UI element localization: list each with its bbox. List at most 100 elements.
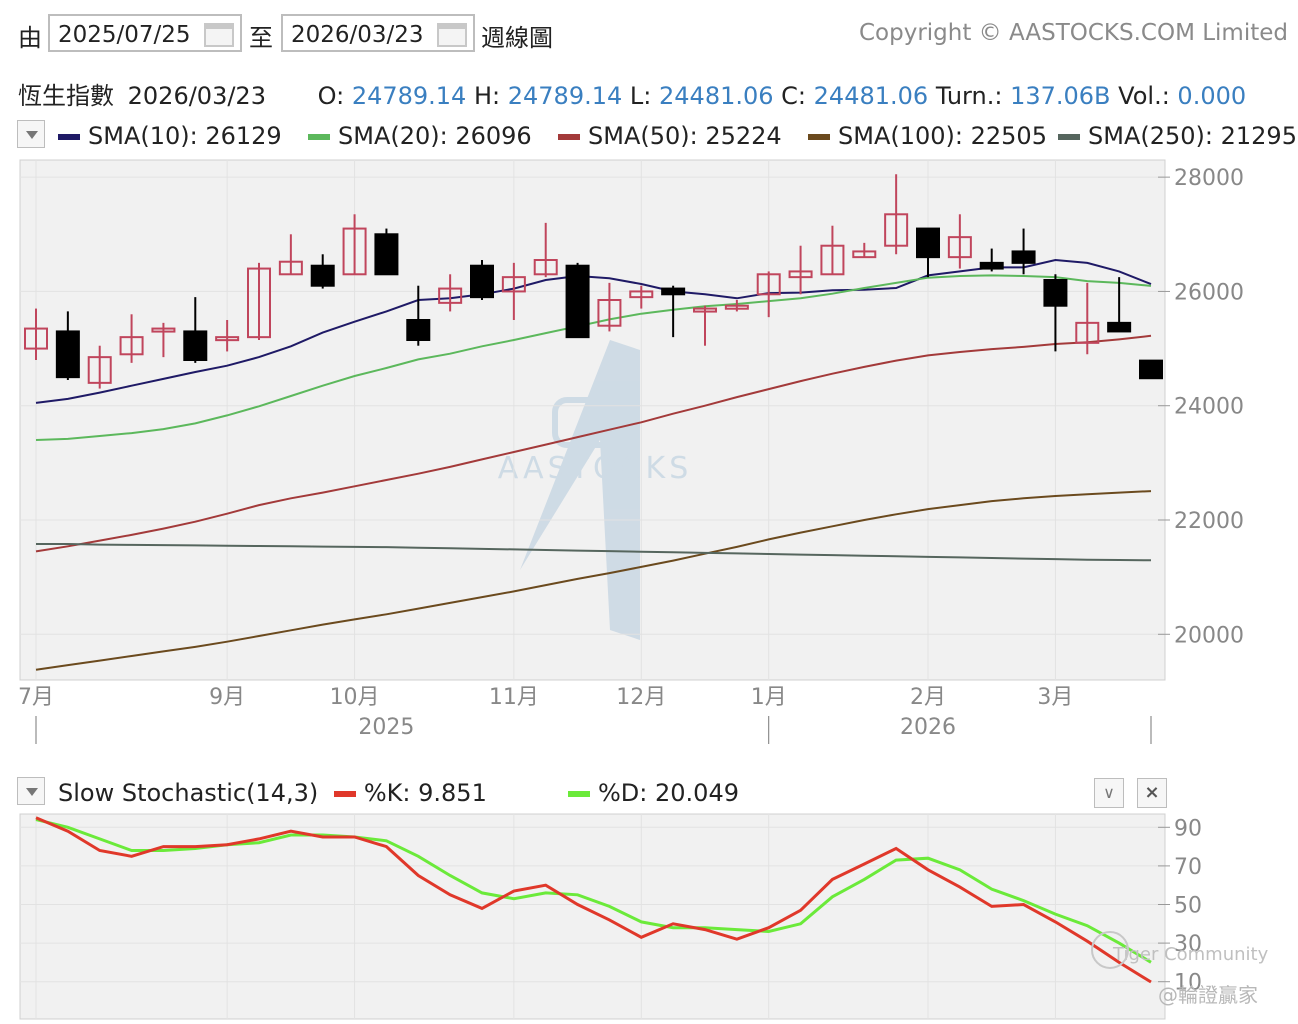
candle-body: [1139, 359, 1163, 380]
candle[interactable]: [406, 285, 431, 346]
sma-menu-dropdown[interactable]: [17, 120, 45, 148]
year-label: 2026: [900, 715, 956, 740]
low-value: 24481.06: [659, 82, 774, 110]
calendar-icon[interactable]: [437, 23, 467, 47]
stochastic-plot-area: [19, 813, 1166, 1020]
candle[interactable]: [151, 322, 176, 358]
period-label[interactable]: 週線圖: [481, 24, 553, 52]
close-icon[interactable]: ×: [1137, 778, 1167, 808]
tiger-logo-icon: [1091, 931, 1129, 969]
candle[interactable]: [1011, 228, 1036, 275]
candle[interactable]: [661, 285, 686, 338]
sma10-label: SMA(10): 26129: [88, 122, 282, 150]
candle[interactable]: [756, 271, 781, 318]
stochastic-legend: Slow Stochastic(14,3) %K: 9.851: [58, 779, 487, 807]
candle[interactable]: [438, 274, 463, 312]
handle-watermark: @輪證贏家: [1158, 983, 1258, 1007]
y-tick-label: 50: [1174, 894, 1202, 919]
sma-line-sma50: [35, 334, 1152, 553]
aastocks-watermark: AASTOCKS: [498, 340, 688, 640]
sma100-label: SMA(100): 22505: [838, 122, 1047, 150]
sma-line-sma20: [35, 274, 1152, 441]
candle-body: [916, 227, 940, 259]
candle[interactable]: [820, 225, 845, 276]
y-tick-label: 28000: [1174, 166, 1244, 191]
to-date-input[interactable]: 2026/03/23: [281, 14, 475, 52]
candle[interactable]: [565, 262, 590, 339]
sma-line-sma250: [36, 543, 1152, 562]
from-date-input[interactable]: 2025/07/25: [48, 14, 242, 52]
candle-body: [215, 336, 240, 342]
candle-body: [247, 267, 271, 339]
candle[interactable]: [24, 308, 48, 360]
candle[interactable]: [470, 260, 494, 300]
candle[interactable]: [215, 320, 240, 352]
candle[interactable]: [87, 345, 112, 389]
candle[interactable]: [1107, 277, 1132, 333]
candle[interactable]: [947, 214, 972, 269]
candle[interactable]: [342, 214, 367, 276]
candle[interactable]: [278, 234, 303, 276]
price-chart[interactable]: AASTOCKS 28000 26000 24000 22000 20000 7月 9月 10…: [0, 150, 1298, 750]
candle[interactable]: [310, 254, 335, 289]
y-tick-label: 24000: [1174, 395, 1244, 420]
high-label: H:: [473, 82, 501, 110]
candle[interactable]: [183, 297, 208, 363]
sma-legend-item: SMA(20): 26096: [308, 122, 532, 150]
year-label: 2025: [358, 715, 414, 740]
candle-body: [693, 307, 717, 313]
x-tick-label: 2月: [910, 685, 946, 710]
candle[interactable]: [247, 262, 271, 340]
candle[interactable]: [55, 311, 80, 380]
y-tick-label: 10: [1174, 971, 1202, 996]
y-tick-label: 26000: [1174, 280, 1244, 305]
candle[interactable]: [916, 227, 940, 278]
y-tick-label: 30: [1174, 932, 1202, 957]
from-date-value: 2025/07/25: [58, 22, 191, 48]
candle[interactable]: [1075, 282, 1100, 355]
calendar-icon[interactable]: [204, 23, 234, 47]
candle[interactable]: [119, 314, 144, 363]
stochastic-chart[interactable]: 90 70 50 30 10 Tiger Community @輪證贏家: [0, 812, 1298, 1024]
collapse-chevron-icon[interactable]: ∨: [1094, 778, 1124, 808]
k-swatch: [333, 791, 356, 797]
candle-body: [979, 261, 1004, 270]
candle[interactable]: [1043, 274, 1068, 352]
d-swatch: [568, 791, 590, 797]
x-tick-label: 7月: [18, 685, 54, 710]
x-tick-label: 3月: [1037, 685, 1073, 710]
candle-body: [820, 244, 845, 276]
candle[interactable]: [374, 228, 399, 276]
x-tick-label: 1月: [751, 685, 787, 710]
stochastic-menu-dropdown[interactable]: [17, 777, 45, 805]
candle[interactable]: [788, 245, 813, 295]
candle[interactable]: [629, 285, 654, 309]
sma250-label: SMA(250): 21295: [1088, 122, 1297, 150]
candle[interactable]: [979, 248, 1004, 272]
candle-body: [310, 264, 335, 287]
candle-body: [629, 290, 654, 299]
candle[interactable]: [693, 305, 717, 346]
candle-body: [24, 327, 48, 350]
candle[interactable]: [501, 262, 526, 320]
to-date-value: 2026/03/23: [291, 22, 424, 48]
candle[interactable]: [533, 222, 558, 278]
x-tick-label: 9月: [209, 685, 245, 710]
candle-body: [119, 336, 144, 356]
turnover-value: 137.06B: [1010, 82, 1111, 110]
logo-mark: [520, 340, 640, 640]
sma50-swatch: [558, 134, 580, 140]
sma20-swatch: [308, 134, 330, 140]
candle-body: [788, 270, 813, 279]
candle[interactable]: [852, 242, 877, 259]
candle[interactable]: [884, 174, 909, 255]
open-value: 24789.14: [351, 82, 467, 110]
candle[interactable]: [724, 300, 749, 312]
candle[interactable]: [597, 282, 622, 332]
candle[interactable]: [1139, 359, 1163, 380]
open-label: O:: [317, 82, 345, 110]
candle-body: [342, 227, 367, 276]
sma-legend-item: SMA(250): 21295: [1058, 122, 1297, 150]
sma50-label: SMA(50): 25224: [588, 122, 782, 150]
candle-body: [756, 273, 781, 296]
